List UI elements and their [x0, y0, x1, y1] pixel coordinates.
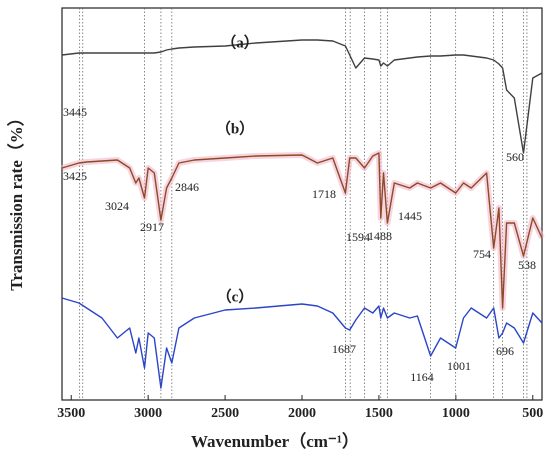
trace-glow: [61, 150, 545, 311]
spectrum-line: [61, 297, 543, 389]
peak-label: 3024: [105, 199, 129, 213]
x-tick-label: 500: [522, 406, 543, 421]
plot-frame: [61, 7, 543, 401]
peak-label: 2846: [175, 180, 199, 194]
peak-label: 3445: [63, 105, 87, 119]
peak-label: 696: [496, 344, 514, 358]
spectrum-line: [61, 39, 543, 154]
x-tick-label: 2500: [211, 406, 239, 421]
peak-label: 1001: [447, 359, 471, 373]
peak-label: 1445: [398, 209, 422, 223]
trace-name: （c）: [217, 287, 254, 305]
peak-label: 2917: [140, 220, 164, 234]
y-axis-title: Transmission rate（%）: [6, 109, 26, 291]
trace-name: （a）: [221, 33, 259, 51]
trace-name: （b）: [216, 119, 254, 137]
x-tick-label: 3000: [134, 406, 162, 421]
peak-label: 1164: [410, 370, 434, 384]
peak-label: 1594: [346, 230, 370, 244]
peak-label: 560: [506, 150, 524, 164]
peak-label: 1718: [312, 187, 336, 201]
x-axis-title: Wavenumber（cm⁻¹）: [191, 431, 359, 451]
x-tick-label: 1500: [365, 406, 393, 421]
peak-label: 3425: [63, 169, 87, 183]
peak-label: 538: [518, 258, 536, 272]
peak-label: 754: [473, 247, 491, 261]
x-tick-label: 3500: [57, 406, 85, 421]
peak-label: 1488: [368, 229, 392, 243]
spectrum-line: [61, 152, 543, 309]
x-tick-label: 1000: [442, 406, 470, 421]
x-tick-label: 2000: [288, 406, 316, 421]
peak-label: 1687: [332, 342, 356, 356]
